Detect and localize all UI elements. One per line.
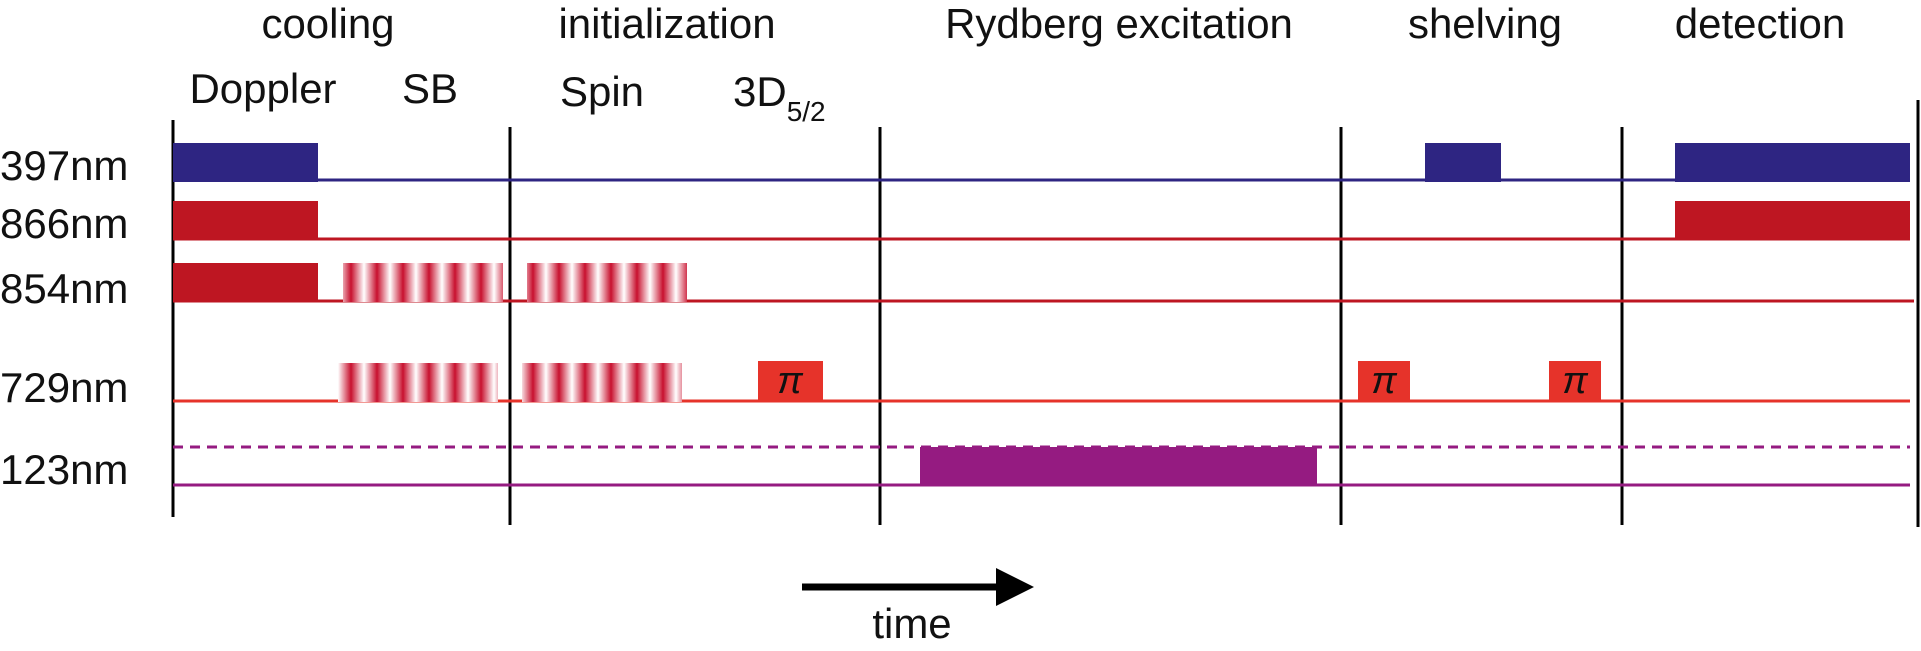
phase-label-shelving: shelving [1408, 0, 1562, 47]
track-866nm [173, 201, 1910, 241]
pi-pulse-shelving-1 [1358, 361, 1410, 402]
pulse-854nm-sb [343, 263, 503, 302]
phase-label-initialization: initialization [558, 0, 775, 47]
pulse-854nm-doppler [173, 263, 318, 302]
pulse-729nm-spin [522, 363, 682, 402]
laser-label-854nm: 854nm [0, 265, 128, 312]
pi-symbol: π [1371, 360, 1398, 402]
subphase-3d52-main: 3D [733, 68, 787, 115]
time-arrow-head [996, 568, 1034, 606]
pulse-729nm-sb [338, 363, 498, 402]
subphase-label-doppler: Doppler [189, 65, 336, 112]
subphase-label-spin: Spin [560, 68, 644, 115]
subphase-label-sb: SB [402, 65, 458, 112]
pulse-123nm-rydberg [920, 447, 1317, 486]
laser-label-729nm: 729nm [0, 364, 128, 411]
track-123nm [173, 445, 1910, 487]
pulse-397nm-shelving [1425, 143, 1501, 182]
laser-label-866nm: 866nm [0, 200, 128, 247]
pulse-397nm-detection [1675, 143, 1910, 182]
pulse-866nm-doppler [173, 201, 318, 240]
track-854nm [173, 263, 1914, 303]
track-729nm: π π π [173, 360, 1910, 403]
phase-label-cooling: cooling [261, 0, 394, 47]
pulse-854nm-spin [527, 263, 687, 302]
pulse-866nm-detection [1675, 201, 1910, 240]
subphase-label-3d52: 3D5/2 [733, 68, 826, 127]
pulse-397nm-doppler [173, 143, 318, 182]
pi-symbol: π [1562, 360, 1589, 402]
track-397nm [173, 143, 1910, 182]
laser-label-397nm: 397nm [0, 142, 128, 189]
pi-pulse-shelving-2 [1549, 361, 1601, 402]
time-label: time [872, 600, 951, 647]
laser-label-123nm: 123nm [0, 446, 128, 493]
pi-symbol: π [777, 360, 804, 402]
pi-pulse-3d52 [758, 361, 823, 402]
phase-dividers [171, 100, 1920, 527]
phase-label-rydberg-excitation: Rydberg excitation [945, 0, 1293, 47]
subphase-3d52-subscript: 5/2 [787, 96, 826, 127]
phase-label-detection: detection [1675, 0, 1845, 47]
